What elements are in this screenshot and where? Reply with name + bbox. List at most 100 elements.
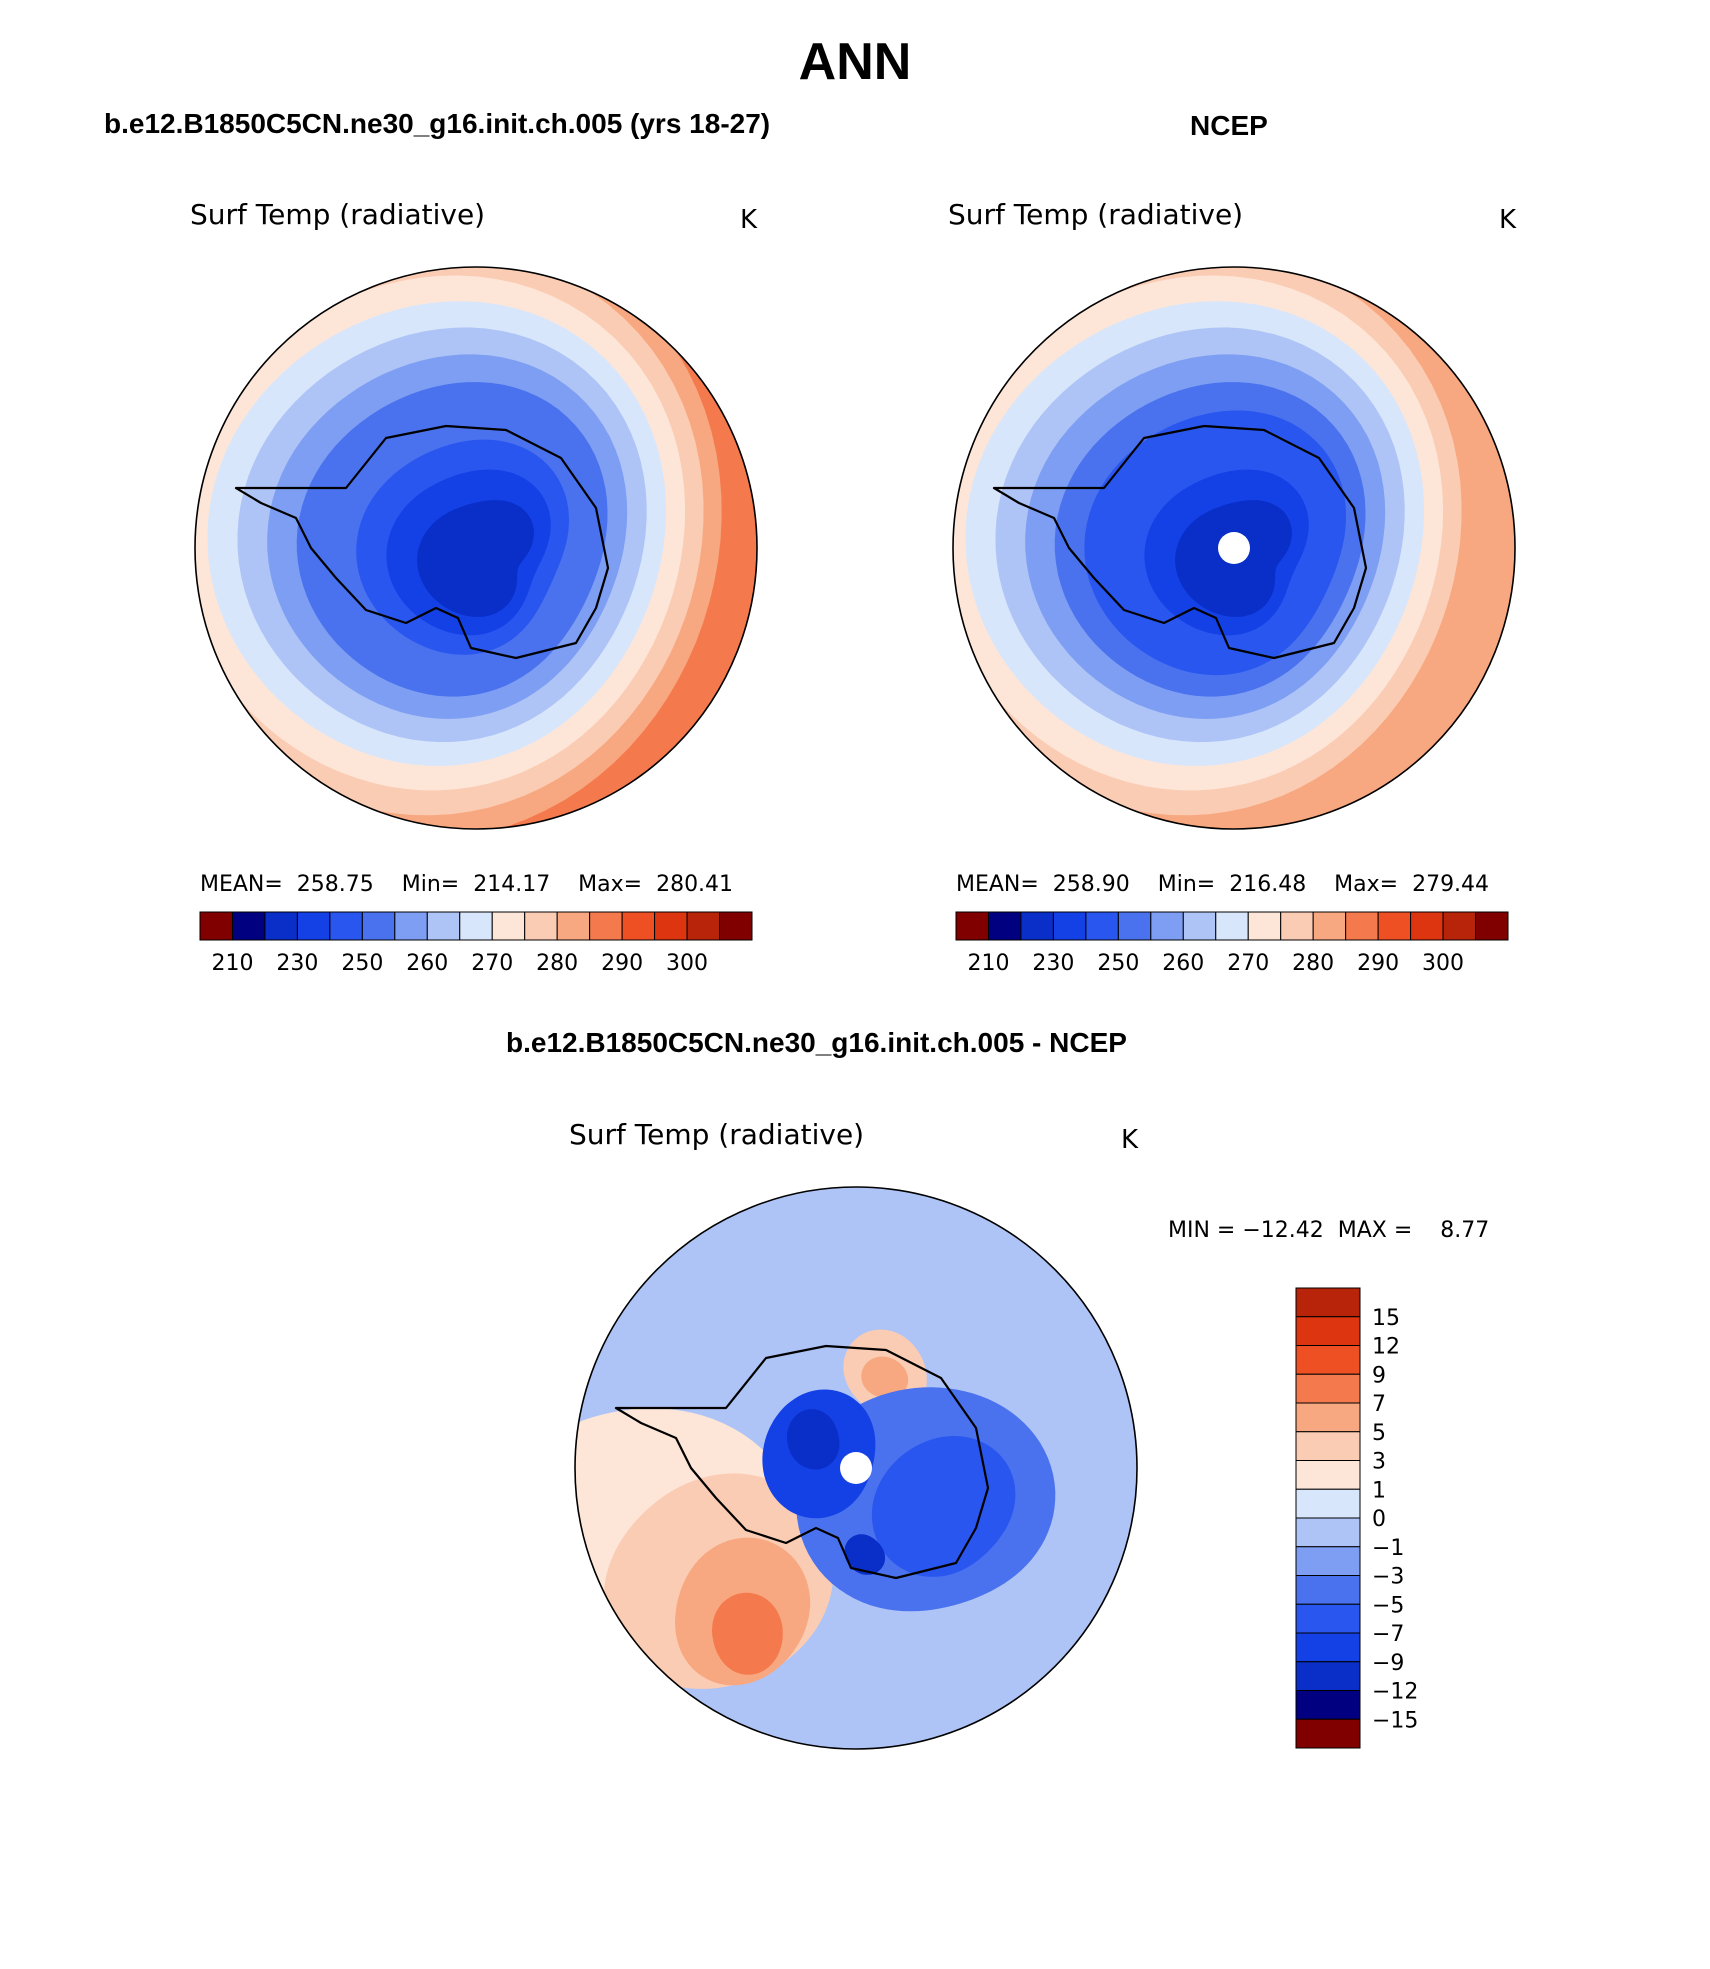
diff-colorbar-box-13 <box>1295 1661 1361 1691</box>
diff-colorbar: 15 12 9 7 5 3 1 0 −1 −3 −5 −7 −9 −12 −15 <box>1295 1287 1418 1749</box>
obs-colorbar-box-16 <box>1475 911 1509 941</box>
obs-map-border <box>952 266 1516 830</box>
diff-colorbar-tick-label: −3 <box>1372 1565 1404 1590</box>
diff-colorbar-tick-label: −1 <box>1372 1536 1404 1561</box>
obs-colorbar-box-7 <box>1182 911 1217 941</box>
obs-colorbar-box-5 <box>1117 911 1152 941</box>
diff-colorbar-tick-label: 3 <box>1372 1450 1386 1475</box>
diff-units-label: K <box>1121 1125 1139 1155</box>
diff-anomaly-10 <box>844 1534 886 1575</box>
diff-colorbar-tick-label: 15 <box>1372 1306 1400 1331</box>
diff-colorbar-box-15 <box>1295 1718 1361 1749</box>
diff-colorbar-tick-label: 5 <box>1372 1421 1386 1446</box>
obs-case-title: NCEP <box>1190 110 1268 141</box>
diff-map-border <box>574 1186 1138 1750</box>
model-colorbar-box-6 <box>394 911 428 941</box>
model-colorbar-box-12 <box>589 911 623 941</box>
diff-colorbar-tick-label: −15 <box>1372 1708 1418 1733</box>
obs-colorbar-box-11 <box>1312 911 1347 941</box>
model-colorbar-tick-label: 210 <box>211 951 253 976</box>
model-case-title: b.e12.B1850C5CN.ne30_g16.init.ch.005 (yr… <box>104 108 771 139</box>
model-colorbar-tick-label: 280 <box>536 951 578 976</box>
diff-anomaly-9 <box>787 1409 840 1470</box>
model-colorbar-tick-label: 290 <box>601 951 643 976</box>
diff-colorbar-tick-label: 12 <box>1372 1335 1400 1360</box>
model-colorbar: 210 230 250 260 270 280 290 300 <box>199 911 753 976</box>
diff-contour-group <box>575 1187 1137 1749</box>
diff-colorbar-box-0 <box>1295 1287 1361 1318</box>
diff-colorbar-box-10 <box>1295 1575 1361 1605</box>
obs-colorbar: 210 230 250 260 270 280 290 300 <box>955 911 1509 976</box>
model-colorbar-box-3 <box>296 911 331 941</box>
model-units-label: K <box>740 205 758 235</box>
obs-colorbar-box-15 <box>1442 911 1477 941</box>
obs-colorbar-box-1 <box>987 911 1022 941</box>
diff-colorbar-tick-label: 1 <box>1372 1478 1386 1503</box>
obs-colorbar-box-2 <box>1020 911 1054 941</box>
model-coastline <box>234 424 610 660</box>
diff-colorbar-box-6 <box>1295 1460 1361 1490</box>
model-colorbar-tick-label: 250 <box>341 951 383 976</box>
diff-colorbar-box-7 <box>1295 1488 1361 1519</box>
diff-colorbar-box-3 <box>1295 1373 1361 1404</box>
diff-colorbar-tick-label: −12 <box>1372 1680 1418 1705</box>
diff-colorbar-tick-label: 0 <box>1372 1507 1386 1532</box>
model-colorbar-box-9 <box>491 911 526 941</box>
model-colorbar-box-2 <box>264 911 298 941</box>
model-colorbar-box-16 <box>719 911 753 941</box>
model-field-label: Surf Temp (radiative) <box>190 198 486 231</box>
main-title: ANN <box>798 33 912 91</box>
diff-anomaly-5 <box>861 1356 909 1399</box>
obs-colorbar-box-3 <box>1052 911 1087 941</box>
model-colorbar-tick-label: 270 <box>471 951 513 976</box>
model-stats-text: MEAN= 258.75 Min= 214.17 Max= 280.41 <box>200 872 734 897</box>
model-map-border <box>194 266 758 830</box>
model-colorbar-tick-label: 230 <box>276 951 318 976</box>
obs-colorbar-tick-label: 210 <box>967 951 1009 976</box>
obs-colorbar-tick-label: 250 <box>1097 951 1139 976</box>
diff-anomaly-7 <box>871 1436 1016 1577</box>
model-colorbar-box-13 <box>621 911 656 941</box>
model-colorbar-box-7 <box>426 911 461 941</box>
obs-colorbar-box-12 <box>1345 911 1379 941</box>
obs-colorbar-box-0 <box>955 911 989 941</box>
obs-colorbar-tick-label: 280 <box>1292 951 1334 976</box>
diff-pole-missing-data <box>840 1452 872 1484</box>
model-colorbar-box-0 <box>199 911 233 941</box>
model-contour-group <box>195 267 757 829</box>
obs-map <box>952 266 1516 830</box>
diff-map <box>574 1186 1138 1750</box>
diff-colorbar-box-1 <box>1295 1316 1361 1346</box>
obs-field-label: Surf Temp (radiative) <box>948 198 1244 231</box>
diff-colorbar-box-8 <box>1295 1517 1361 1548</box>
obs-colorbar-tick-label: 300 <box>1422 951 1464 976</box>
model-colorbar-box-4 <box>329 911 363 941</box>
diff-colorbar-box-4 <box>1295 1402 1361 1433</box>
model-colorbar-box-15 <box>686 911 721 941</box>
model-colorbar-box-10 <box>524 911 558 941</box>
diff-colorbar-tick-label: 9 <box>1372 1363 1386 1388</box>
diff-colorbar-box-11 <box>1295 1603 1361 1634</box>
diff-colorbar-tick-label: −9 <box>1372 1651 1404 1676</box>
diff-colorbar-box-12 <box>1295 1632 1361 1663</box>
obs-colorbar-box-14 <box>1410 911 1444 941</box>
diff-colorbar-tick-label: −7 <box>1372 1622 1404 1647</box>
obs-colorbar-box-8 <box>1215 911 1249 941</box>
model-colorbar-tick-label: 260 <box>406 951 448 976</box>
diff-colorbar-box-2 <box>1295 1345 1361 1375</box>
diff-colorbar-box-9 <box>1295 1546 1361 1576</box>
obs-colorbar-tick-label: 230 <box>1032 951 1074 976</box>
obs-colorbar-tick-label: 290 <box>1357 951 1399 976</box>
model-map <box>194 266 758 830</box>
diff-colorbar-box-14 <box>1295 1690 1361 1720</box>
model-colorbar-box-5 <box>361 911 396 941</box>
diff-colorbar-box-5 <box>1295 1431 1361 1461</box>
diff-case-title: b.e12.B1850C5CN.ne30_g16.init.ch.005 - N… <box>506 1027 1127 1058</box>
model-colorbar-box-8 <box>459 911 493 941</box>
obs-units-label: K <box>1499 205 1517 235</box>
obs-colorbar-box-10 <box>1280 911 1314 941</box>
obs-colorbar-tick-label: 260 <box>1162 951 1204 976</box>
obs-pole-missing-data <box>1218 532 1250 564</box>
model-colorbar-box-1 <box>231 911 266 941</box>
obs-colorbar-box-13 <box>1377 911 1412 941</box>
